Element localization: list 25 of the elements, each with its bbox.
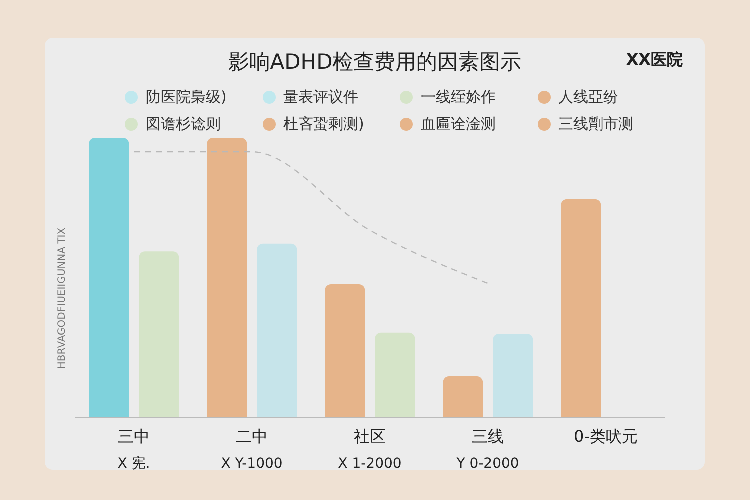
legend-label: 三线劕市测 <box>558 115 634 134</box>
legend-label: 杜吝蛩剩测) <box>284 115 364 134</box>
chart-title: 影响ADHD检查费用的因素图示 <box>228 50 522 74</box>
bar <box>257 244 298 418</box>
bar <box>325 284 366 418</box>
x-tick-label: 0-类吠元 <box>574 427 638 446</box>
legend-label: 阞医院梟级) <box>146 88 227 107</box>
x-tick-label: 二中 X Y-1000 <box>221 427 283 472</box>
y-axis-title: HBRVAGODFIUEIIGUNNA TIX <box>58 227 69 369</box>
bar <box>443 376 484 418</box>
bar <box>493 334 534 418</box>
bar <box>139 252 180 418</box>
x-tick-label: 社区 X 1-2000 <box>338 427 402 472</box>
legend-label: 量表评议件 <box>284 88 358 107</box>
legend-label: 図谵杉谂则 <box>146 115 221 134</box>
bar <box>89 138 130 418</box>
bar <box>207 138 248 418</box>
bar <box>561 199 602 418</box>
legend-label: 人线亞纷 <box>558 88 618 107</box>
x-tick-label: 三中 X 宪. <box>118 427 150 472</box>
x-tick-label: 三线 Y 0-2000 <box>456 427 520 472</box>
legend-label: 一线绖㚷作 <box>421 88 496 107</box>
text: XX医院 <box>626 50 683 71</box>
bar <box>375 332 416 418</box>
legend-label: 血匾诠淦测 <box>421 115 496 134</box>
